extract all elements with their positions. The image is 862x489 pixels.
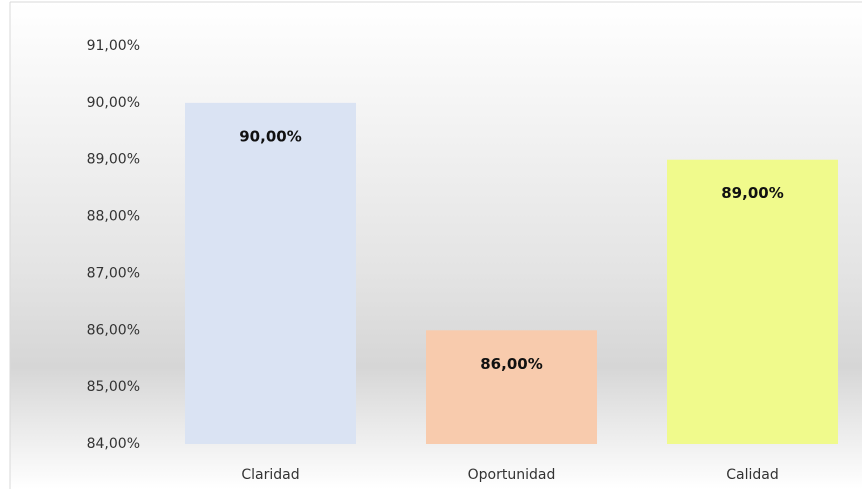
y-tick-label: 85,00% <box>87 379 140 395</box>
y-tick-label: 87,00% <box>87 265 140 281</box>
y-tick-label: 86,00% <box>87 322 140 338</box>
value-label: 89,00% <box>721 184 783 202</box>
x-tick-label: Claridad <box>241 467 299 483</box>
x-tick-label: Calidad <box>726 467 779 483</box>
bar <box>185 102 356 444</box>
value-label: 86,00% <box>480 355 542 373</box>
value-label: 90,00% <box>239 127 301 145</box>
y-tick-label: 90,00% <box>87 95 140 111</box>
bar <box>667 159 838 444</box>
x-tick-label: Oportunidad <box>468 467 556 483</box>
y-tick-label: 89,00% <box>87 152 140 168</box>
y-tick-label: 88,00% <box>87 209 140 225</box>
bar <box>426 330 597 444</box>
y-tick-label: 91,00% <box>87 38 140 54</box>
y-tick-label: 84,00% <box>87 436 140 452</box>
